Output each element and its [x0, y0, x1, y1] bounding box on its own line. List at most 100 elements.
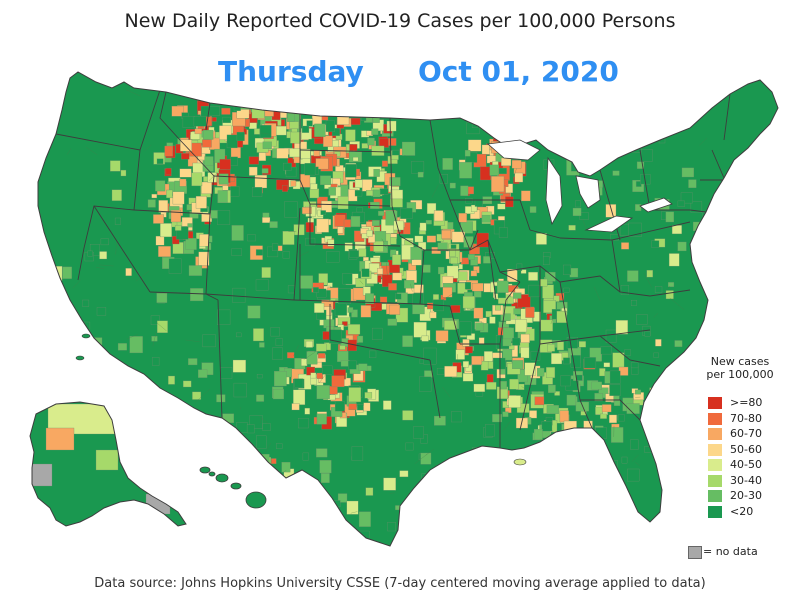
- county-patch: [287, 352, 295, 359]
- county-patch: [513, 292, 522, 299]
- county-patch: [665, 211, 674, 223]
- county-line: [643, 272, 652, 288]
- legend-label: 70-80: [730, 411, 762, 425]
- county-patch: [450, 257, 458, 264]
- county-patch: [312, 72, 324, 73]
- county-patch: [630, 362, 639, 369]
- county-patch: [497, 203, 506, 210]
- county-patch: [644, 331, 651, 337]
- county-patch: [560, 375, 571, 387]
- county-patch: [612, 352, 625, 368]
- county-patch: [462, 373, 474, 382]
- county-patch: [318, 353, 326, 359]
- hawaii-island: [230, 482, 242, 490]
- county-patch: [484, 82, 491, 90]
- county-patch: [499, 381, 507, 390]
- county-patch: [519, 126, 528, 137]
- county-patch: [497, 280, 509, 293]
- county-patch: [563, 357, 570, 365]
- county-patch: [411, 161, 425, 174]
- county-patch: [287, 285, 295, 294]
- county-patch: [314, 123, 326, 137]
- county-patch: [389, 177, 401, 187]
- county-patch: [388, 138, 397, 146]
- county-patch: [570, 355, 581, 368]
- county-patch: [253, 328, 264, 342]
- county-patch: [236, 131, 245, 141]
- county-line: [66, 148, 72, 155]
- county-patch: [378, 210, 385, 216]
- county-patch: [547, 462, 561, 476]
- county-patch: [575, 200, 581, 208]
- county-patch: [464, 282, 472, 290]
- county-patch: [455, 349, 465, 360]
- county-patch: [258, 152, 267, 161]
- county-patch: [217, 210, 231, 225]
- county-patch: [399, 470, 409, 478]
- county-patch: [548, 384, 556, 393]
- county-patch: [199, 234, 209, 247]
- county-patch: [508, 395, 521, 408]
- county-line: [153, 320, 167, 331]
- county-patch: [337, 493, 348, 503]
- county-patch: [351, 446, 364, 461]
- county-patch: [86, 368, 100, 378]
- county-patch: [158, 246, 171, 257]
- county-line: [404, 154, 416, 162]
- county-patch: [304, 407, 310, 415]
- county-patch: [609, 384, 621, 396]
- county-patch: [299, 173, 311, 188]
- county-patch: [363, 402, 371, 412]
- county-patch: [410, 246, 422, 260]
- legend-swatch: [708, 459, 722, 471]
- county-patch: [62, 266, 72, 279]
- county-patch: [366, 230, 373, 237]
- county-patch: [517, 369, 528, 383]
- county-line: [283, 470, 287, 473]
- county-patch: [319, 499, 326, 506]
- county-patch: [218, 173, 229, 185]
- county-patch: [276, 443, 283, 449]
- county-line: [663, 102, 679, 110]
- state-border: [205, 102, 211, 131]
- legend-swatch: [708, 474, 722, 487]
- state-border: [711, 149, 725, 179]
- county-patch: [674, 340, 683, 347]
- county-patch: [236, 109, 250, 119]
- county-patch: [182, 116, 196, 128]
- county-patch: [301, 102, 312, 111]
- county-patch: [163, 455, 171, 464]
- county-line: [60, 390, 62, 405]
- county-patch: [528, 271, 538, 281]
- county-patch: [187, 476, 195, 484]
- county-patch: [248, 156, 259, 165]
- county-patch: [540, 278, 548, 287]
- county-patch: [429, 311, 437, 319]
- county-patch: [125, 268, 132, 276]
- county-patch: [190, 288, 204, 302]
- county-patch: [240, 95, 249, 103]
- county-patch: [226, 451, 236, 461]
- state-border: [293, 299, 421, 305]
- county-patch: [534, 396, 545, 406]
- county-patch: [492, 414, 502, 423]
- county-line: [699, 137, 708, 146]
- county-patch: [681, 167, 694, 178]
- county-line: [576, 416, 588, 425]
- county-patch: [460, 185, 469, 196]
- county-patch: [695, 416, 703, 425]
- county-patch: [129, 336, 143, 354]
- county-patch: [502, 349, 513, 361]
- county-line: [389, 492, 396, 494]
- county-patch: [554, 391, 560, 396]
- county-line: [448, 518, 454, 523]
- county-line: [144, 144, 152, 151]
- county-patch: [374, 231, 387, 242]
- county-patch: [387, 318, 397, 326]
- county-patch: [395, 293, 402, 300]
- county-patch: [450, 305, 461, 313]
- county-patch: [627, 270, 639, 282]
- county-patch: [386, 120, 397, 132]
- county-patch: [256, 374, 263, 379]
- county-patch: [262, 423, 271, 431]
